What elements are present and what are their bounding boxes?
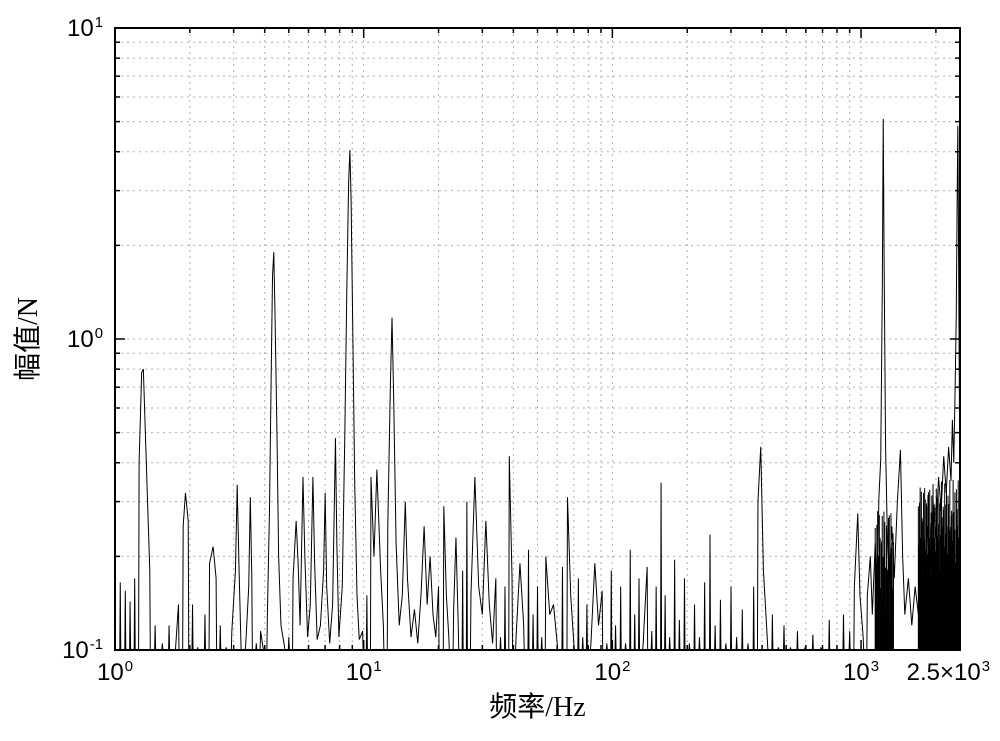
y-axis-label: 幅值/N: [12, 297, 44, 381]
dense-cluster: [875, 511, 893, 650]
x-axis-label: 频率/Hz: [489, 691, 585, 723]
spectrum-chart: 1001011021032.5×10310-1100101频率/Hz幅值/N: [0, 0, 1000, 741]
chart-svg: 1001011021032.5×10310-1100101频率/Hz幅值/N: [0, 0, 1000, 741]
x-extra-tick-label: 2.5×103: [907, 659, 990, 686]
